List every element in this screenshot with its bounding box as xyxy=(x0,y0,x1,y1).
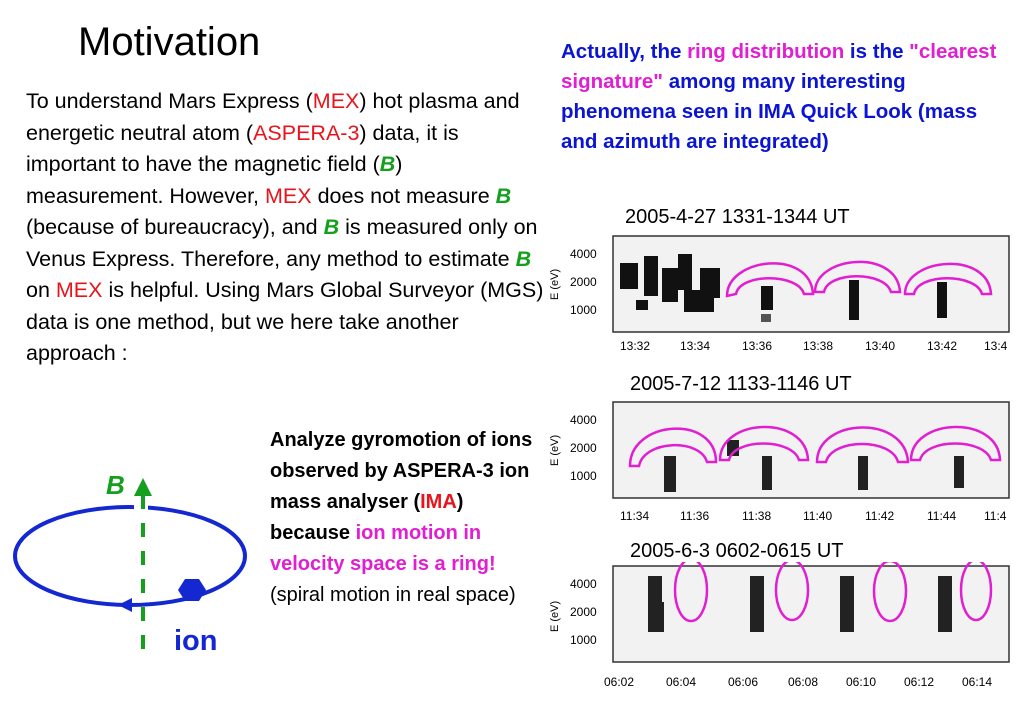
plot-2-ring xyxy=(628,427,718,468)
mex-term: MEX xyxy=(55,278,103,302)
plot-3-spectrogram: E (eV) 4000 2000 1000 06:02 06:04 06:06 … xyxy=(549,562,1010,689)
ring-arrow-head xyxy=(118,598,132,612)
ion-hexagon xyxy=(178,579,206,601)
plot-2-ring xyxy=(815,426,910,464)
ring-distribution-term: ring distribution xyxy=(687,40,845,63)
plot-2-xtick: 11:38 xyxy=(742,509,771,523)
plot-2-ytick: 1000 xyxy=(570,469,597,483)
b-symbol: B xyxy=(323,215,340,239)
plot-2-ytick: 4000 xyxy=(570,413,597,427)
plot-3-xtick: 06:02 xyxy=(604,675,634,689)
plot-1-xtick: 13:42 xyxy=(927,339,957,353)
note-text-1: Actually, the xyxy=(561,40,688,63)
intro-text-1: To understand Mars Express ( xyxy=(26,89,313,113)
field-arrow-head xyxy=(134,478,152,496)
intro-text-5: does not measure xyxy=(311,183,496,208)
intro-paragraph: To understand Mars Express (MEX) hot pla… xyxy=(26,86,544,370)
plot-1-title: 2005-4-27 1331-1344 UT xyxy=(625,206,850,228)
plot-1-ring xyxy=(813,260,902,294)
b-label: B xyxy=(106,470,125,500)
b-symbol: B xyxy=(379,152,396,176)
ion-label: ion xyxy=(174,625,218,657)
plot-2-xtick: 11:44 xyxy=(927,509,956,523)
plot-2-ring xyxy=(909,425,1002,462)
note-text-2: is the xyxy=(844,40,910,63)
plot-3-xtick: 06:08 xyxy=(788,675,818,689)
plot-3-ring xyxy=(959,562,993,622)
plot-1-xtick: 13:4 xyxy=(984,339,1008,353)
plot-1-ring xyxy=(725,262,815,298)
plot-3-ytick: 4000 xyxy=(570,577,597,591)
gyro-text-3: (spiral motion in real space) xyxy=(270,584,516,606)
plot-3-xtick: 06:10 xyxy=(846,675,876,689)
plot-3-xtick: 06:04 xyxy=(666,675,696,689)
intro-text-8: on xyxy=(26,278,56,302)
plot-1-xtick: 13:38 xyxy=(803,339,833,353)
plot-3-ring xyxy=(872,562,908,623)
gyromotion-diagram: B ion xyxy=(13,470,247,657)
plot-3-ytick: 2000 xyxy=(570,605,597,619)
plot-2-xtick: 11:42 xyxy=(865,509,894,523)
b-symbol: B xyxy=(495,183,512,208)
intro-text-3: ) data, it is important to have the magn… xyxy=(26,120,459,177)
plot-3-ring xyxy=(774,562,810,622)
intro-text-9: is helpful. Using Mars Global Surveyor (… xyxy=(26,278,544,365)
plot-1-xtick: 13:34 xyxy=(680,339,710,353)
ring-distribution-note: Actually, the ring distribution is the "… xyxy=(561,37,1011,157)
plot-2-xtick: 11:36 xyxy=(680,509,709,523)
plot-3-ring xyxy=(673,562,709,623)
ion-motion-term: ion motion in velocity space is a ring! xyxy=(270,522,496,575)
plot-2-title: 2005-7-12 1133-1146 UT xyxy=(630,373,852,395)
clearest-signature-term: "clearest signature" xyxy=(561,40,997,93)
plot-2-intensity xyxy=(664,440,964,492)
plot-2-ylabel: E (eV) xyxy=(549,435,561,466)
gyromotion-paragraph: Analyze gyromotion of ions observed by A… xyxy=(270,425,538,611)
plot-3-ytick: 1000 xyxy=(570,633,597,647)
plot-2-xtick: 11:40 xyxy=(803,509,832,523)
plot-1-ytick: 4000 xyxy=(570,247,597,261)
gyro-text-2: ) because xyxy=(270,491,464,544)
plot-1-ylabel: E (eV) xyxy=(549,269,561,300)
plot-2-xtick: 11:4 xyxy=(984,509,1007,523)
plot-2-ring xyxy=(718,425,810,462)
note-text-3: among many interesting phenomena seen in… xyxy=(561,70,978,153)
plot-2-frame xyxy=(612,401,1010,499)
plot-3-xtick: 06:06 xyxy=(728,675,758,689)
ima-term: IMA xyxy=(420,491,457,513)
plot-1-intensity xyxy=(620,254,947,322)
intro-text-4: ) measurement. However, xyxy=(26,152,403,208)
intro-text-7: is measured only on Venus Express. There… xyxy=(26,215,538,271)
plot-2-ytick: 2000 xyxy=(570,441,597,455)
slide-title: Motivation xyxy=(78,20,261,64)
plot-3-title: 2005-6-3 0602-0615 UT xyxy=(630,540,844,562)
mex-term: MEX xyxy=(265,183,312,208)
plot-2-xtick: 11:34 xyxy=(620,509,649,523)
plot-1-spectrogram: E (eV) 4000 2000 1000 13:32 13:34 13:36 … xyxy=(549,235,1010,353)
aspera-term: ASPERA-3 xyxy=(253,120,360,145)
plot-3-xtick: 06:14 xyxy=(962,675,992,689)
plot-1-ring xyxy=(903,262,993,296)
plot-1-ytick: 1000 xyxy=(570,303,597,317)
b-symbol: B xyxy=(515,246,532,271)
intro-text-2: ) hot plasma and energetic neutral atom … xyxy=(26,89,520,145)
plot-1-xtick: 13:40 xyxy=(865,339,895,353)
gyro-text-1: Analyze gyromotion of ions observed by A… xyxy=(270,429,533,513)
plot-1-xtick: 13:32 xyxy=(620,339,650,353)
plot-3-intensity xyxy=(648,576,952,632)
gyro-ring xyxy=(13,505,247,607)
plot-1-xtick: 13:36 xyxy=(742,339,772,353)
plot-2-spectrogram: E (eV) 4000 2000 1000 11:34 11:36 11:38 … xyxy=(549,401,1010,523)
mex-term: MEX xyxy=(312,89,360,113)
plot-1-ytick: 2000 xyxy=(570,275,597,289)
plot-3-ylabel: E (eV) xyxy=(549,601,561,632)
intro-text-6: (because of bureaucracy), and xyxy=(26,215,324,239)
plot-3-xtick: 06:12 xyxy=(904,675,934,689)
